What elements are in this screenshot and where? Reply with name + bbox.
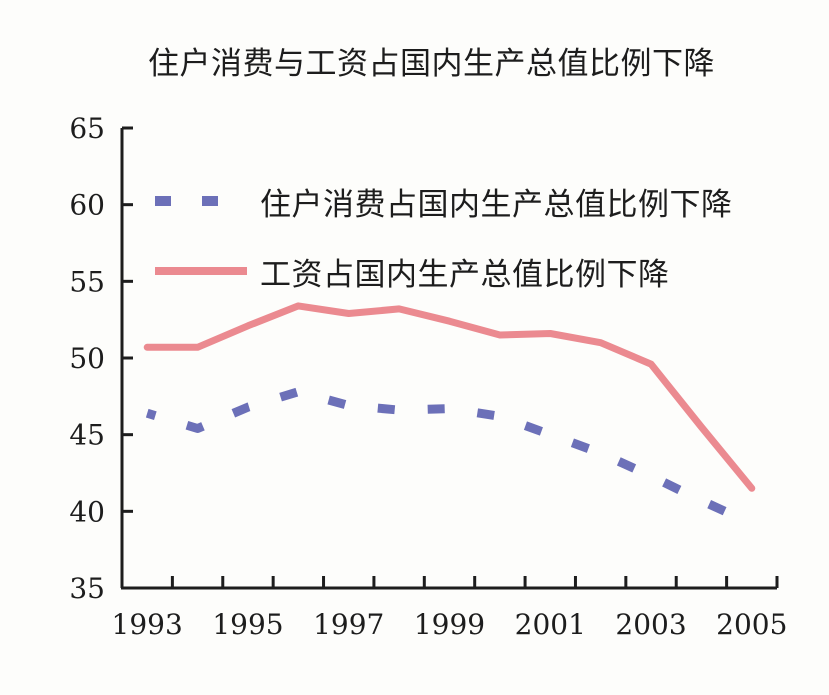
x-axis-tick-label: 1997 [313,608,384,641]
y-axis-tick-label: 50 [69,342,105,375]
legend-label-household: 住户消费占国内生产总值比例下降 [260,186,733,223]
x-axis-tick-label: 1993 [112,608,183,641]
y-axis-tick-label: 55 [69,265,105,298]
household-series-marker [155,196,247,206]
legend-label-wage: 工资占国内生产总值比例下降 [260,256,670,293]
household-series-line [145,387,754,528]
wage-series-marker [155,267,247,275]
legend-item-wage: 工资占国内生产总值比例下降 [150,250,670,293]
wage-series-line [143,302,756,492]
y-axis-tick-label: 65 [69,112,105,145]
y-axis-tick-label: 35 [69,572,105,605]
x-axis-tick-label: 1999 [414,608,485,641]
chart-title: 住户消费与工资占国内生产总值比例下降 [148,46,715,82]
legend-item-household: 住户消费占国内生产总值比例下降 [150,180,733,223]
x-axis-tick-label: 2005 [716,608,787,641]
x-axis-tick-label: 2001 [515,608,586,641]
x-axis-tick-label: 1995 [212,608,283,641]
y-axis-tick-label: 60 [69,189,105,222]
y-axis-tick-label: 40 [69,495,105,528]
y-axis-tick-label: 45 [69,419,105,452]
x-axis-tick-label: 2003 [615,608,686,641]
